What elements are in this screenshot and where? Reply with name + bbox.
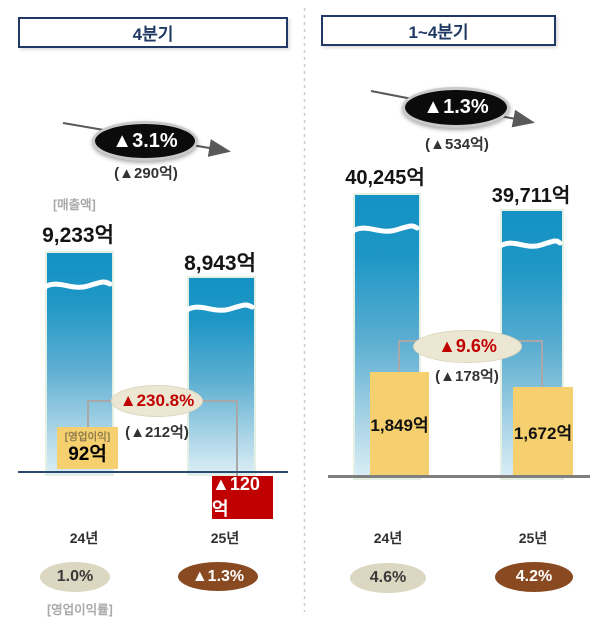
q4-op-profit-label: [영업이익] [64,431,111,443]
ytd-revenue-change-pct: ▲1.3% [423,96,489,118]
ytd-op-profit-box-24: 1,849억 [370,372,429,475]
ytd-revenue-change-amount: (▲534억) [425,136,489,153]
q4-revenue-change-badge: ▲3.1% [92,121,198,161]
ytd-revenue-value-25: 39,711억 [491,185,571,207]
ytd-op-change-amount: (▲178억) [435,368,499,385]
ytd-op-profit-value-24: 1,849억 [370,416,429,435]
q4-op-loss-box-25: ▲120억 [212,474,273,519]
q4-margin-oval-24: 1.0% [40,562,110,592]
ytd-op-profit-value-25: 1,672억 [513,423,573,443]
q4-panel-title-text: 4분기 [132,25,174,44]
ytd-year-25: 25년 [518,530,548,546]
ytd-panel-title-text: 1~4분기 [408,23,469,42]
q4-revenue-value-25: 8,943억 [184,252,256,275]
q4-revenue-change-amount: (▲290억) [114,165,178,182]
ytd-op-change-pct: ▲9.6% [438,336,497,356]
ytd-op-change-badge: ▲9.6% [413,330,522,363]
q4-op-profit-value-25: ▲120억 [212,474,260,519]
q4-op-profit-box-24: [영업이익] 92억 [57,427,118,469]
q4-revenue-value-24: 9,233억 [42,224,114,247]
ytd-revenue-change-badge: ▲1.3% [402,87,510,128]
q4-year-25: 25년 [210,530,240,546]
q4-op-profit-value-24: 92억 [68,444,107,465]
ytd-revenue-value-24: 40,245억 [345,167,425,189]
q4-revenue-section-label: [매출액] [53,198,96,212]
q4-margin-section-label: [영업이익률] [47,603,113,617]
q4-op-change-amount: (▲212억) [125,424,189,441]
ytd-margin-value-24: 4.6% [369,569,407,586]
q4-margin-value-24: 1.0% [56,568,94,585]
q4-margin-oval-25: ▲1.3% [178,562,258,591]
ytd-margin-oval-25: 4.2% [495,562,573,592]
ytd-panel-title: 1~4분기 [321,15,556,46]
q4-revenue-bar-25 [187,276,256,476]
q4-year-24: 24년 [69,530,99,546]
ytd-margin-value-25: 4.2% [515,568,553,585]
q4-panel-title: 4분기 [18,17,288,48]
q4-margin-value-25: ▲1.3% [191,567,245,585]
ytd-margin-oval-24: 4.6% [350,563,426,593]
ytd-op-profit-box-25: 1,672억 [513,387,573,475]
q4-op-change-pct: ▲230.8% [119,391,195,410]
q4-revenue-change-pct: ▲3.1% [112,129,178,152]
q4-op-change-badge: ▲230.8% [111,385,203,417]
ytd-baseline [328,475,590,478]
q4-baseline [18,471,288,473]
ytd-year-24: 24년 [373,530,403,546]
